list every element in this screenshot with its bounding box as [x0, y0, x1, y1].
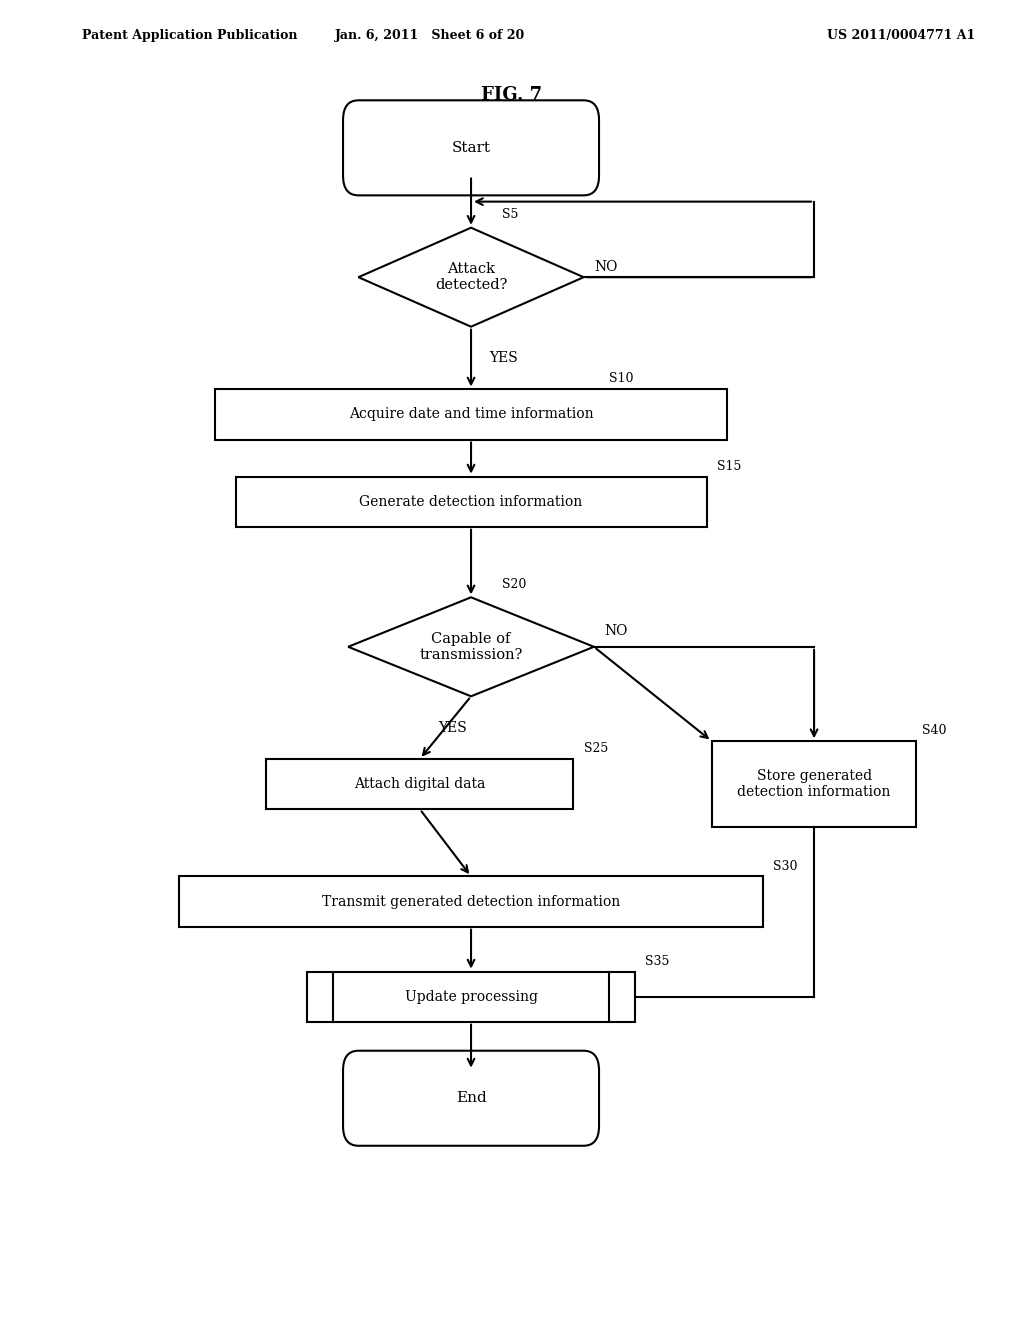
Text: US 2011/0004771 A1: US 2011/0004771 A1 — [827, 29, 975, 42]
FancyBboxPatch shape — [712, 741, 916, 826]
Text: NO: NO — [594, 260, 617, 273]
Text: Transmit generated detection information: Transmit generated detection information — [322, 895, 621, 908]
Text: S10: S10 — [609, 372, 634, 385]
Text: Patent Application Publication: Patent Application Publication — [82, 29, 297, 42]
FancyBboxPatch shape — [343, 100, 599, 195]
Text: Update processing: Update processing — [404, 990, 538, 1003]
Text: Attack
detected?: Attack detected? — [435, 263, 507, 292]
FancyBboxPatch shape — [343, 1051, 599, 1146]
Text: S15: S15 — [717, 459, 741, 473]
Text: S30: S30 — [773, 859, 798, 873]
Text: S5: S5 — [502, 209, 518, 220]
Polygon shape — [358, 227, 584, 326]
Text: Acquire date and time information: Acquire date and time information — [349, 408, 593, 421]
Text: NO: NO — [604, 624, 628, 638]
Text: YES: YES — [489, 351, 518, 366]
Text: Store generated
detection information: Store generated detection information — [737, 770, 891, 799]
Text: YES: YES — [438, 721, 467, 735]
FancyBboxPatch shape — [307, 972, 635, 1022]
FancyBboxPatch shape — [266, 759, 573, 809]
FancyBboxPatch shape — [236, 477, 707, 527]
FancyBboxPatch shape — [179, 876, 763, 927]
Text: Generate detection information: Generate detection information — [359, 495, 583, 508]
Text: Start: Start — [452, 141, 490, 154]
Polygon shape — [348, 597, 594, 697]
Text: End: End — [456, 1092, 486, 1105]
Text: Jan. 6, 2011   Sheet 6 of 20: Jan. 6, 2011 Sheet 6 of 20 — [335, 29, 525, 42]
Text: Capable of
transmission?: Capable of transmission? — [420, 632, 522, 661]
Text: FIG. 7: FIG. 7 — [481, 86, 543, 104]
Text: S35: S35 — [645, 954, 670, 968]
Text: S25: S25 — [584, 742, 608, 755]
Text: Attach digital data: Attach digital data — [354, 777, 485, 791]
FancyBboxPatch shape — [215, 389, 727, 440]
Text: S20: S20 — [502, 578, 526, 591]
Text: S40: S40 — [922, 725, 946, 737]
